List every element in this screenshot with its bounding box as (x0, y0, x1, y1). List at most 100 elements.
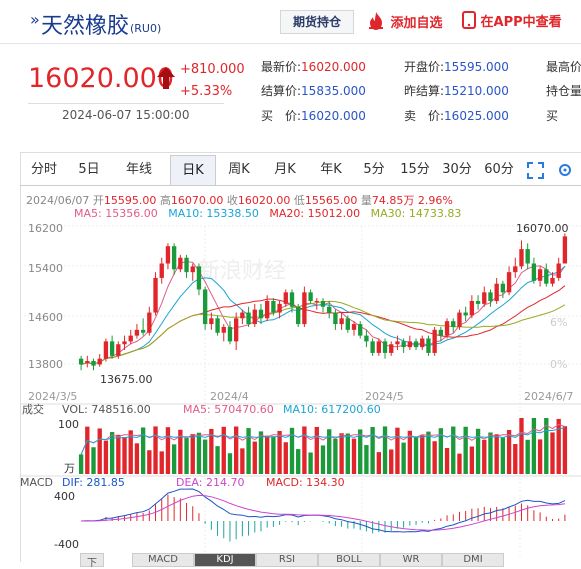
info-vol-label: 量 (360, 194, 372, 207)
candle-body (196, 266, 202, 290)
candle-body (351, 324, 357, 330)
quote-latest: 最新价:16020.000 (261, 58, 366, 75)
macd-y-bottom: -400 (54, 538, 79, 551)
info-pct-value: 2.96% (417, 194, 453, 207)
quote-open-value: 15595.000 (444, 60, 509, 74)
info-vol-value: 74.85万 (371, 194, 415, 207)
volume-bar (320, 445, 326, 474)
info-ma30: MA30: 14733.83 (370, 207, 462, 220)
candle-body (451, 321, 456, 327)
tab-yearly-k[interactable]: 年K (320, 162, 342, 177)
candle-body (109, 341, 115, 356)
quote-prev-settle-label: 昨结算: (404, 84, 445, 98)
futures-holdings-button[interactable]: 期货持仓 (280, 10, 354, 34)
macd-y-top: 400 (54, 490, 75, 503)
volume-bar (544, 418, 549, 474)
candle-body (91, 361, 96, 366)
tab-intraday[interactable]: 分时 (30, 162, 57, 177)
tab-weekly-k[interactable]: 周K (228, 162, 250, 177)
tab-5day[interactable]: 5日 (78, 162, 100, 177)
candle-body (271, 301, 276, 313)
volume-bar (209, 428, 214, 474)
volume-bar (314, 426, 319, 474)
volume-bar (488, 432, 493, 474)
info-high-label: 高 (159, 194, 171, 207)
volume-bar (246, 428, 251, 474)
tab-monthly-k[interactable]: 月K (274, 162, 296, 177)
info-low-value: 15565.00 (304, 194, 358, 207)
candle-body (246, 312, 251, 325)
candle-body (308, 292, 313, 301)
fullscreen-icon[interactable] (527, 162, 544, 179)
volume-bar (358, 429, 363, 474)
candle-body (258, 309, 264, 319)
candle-body (283, 292, 288, 304)
indicator-tab-kdj[interactable]: KDJ (194, 553, 256, 567)
volume-bar (277, 430, 282, 474)
tab-15min[interactable]: 15分 (400, 162, 430, 177)
candle-body (178, 257, 183, 270)
header-divider (0, 43, 581, 44)
volume-bar (370, 427, 375, 474)
candle-body (537, 269, 543, 281)
volume-bar (333, 438, 338, 474)
open-in-app-link[interactable]: 在APP中查看 (462, 11, 562, 30)
volume-ma10-line (80, 427, 565, 455)
candle-body (438, 329, 444, 336)
candle-body (153, 277, 158, 313)
y-tick-16200: 16200 (28, 222, 63, 235)
candle-body (475, 301, 481, 304)
volume-bar (327, 429, 332, 474)
candle-body (444, 321, 450, 336)
tab-60min[interactable]: 60分 (484, 162, 514, 177)
tab-5min[interactable]: 5分 (363, 162, 385, 177)
instrument-name: 天然橡胶 (41, 14, 130, 39)
candle-body (531, 263, 537, 281)
min-price-label: 13675.00 (100, 373, 153, 386)
kline-chart[interactable]: 新浪财经 16200 15400 14600 13800 6% 0% 2024/… (20, 218, 581, 561)
candle-body (550, 277, 555, 284)
ma-lines (80, 261, 566, 365)
candle-body (519, 249, 524, 267)
volume-bar (513, 444, 518, 474)
indicator-tab-macd[interactable]: MACD (132, 553, 194, 567)
add-favorite-button[interactable]: 添加自选 (366, 11, 443, 31)
candle-body (457, 312, 462, 327)
volume-bar (562, 426, 568, 474)
volume-bar (531, 418, 537, 474)
candle-body (333, 312, 338, 325)
candle-body (413, 341, 419, 348)
candle-body (525, 249, 530, 264)
volume-bar (469, 446, 475, 474)
macd-bars (86, 494, 566, 542)
indicator-tab-boll[interactable]: BOLL (318, 553, 380, 567)
volume-bar (401, 442, 406, 474)
candle-body (209, 318, 214, 325)
indicator-tab-wr[interactable]: WR (380, 553, 442, 567)
indicator-down-button[interactable]: 下 (80, 553, 104, 569)
tab-yearline[interactable]: 年线 (125, 162, 152, 177)
candle-body (401, 341, 406, 348)
quote-buy: 买 价:16020.000 (261, 107, 366, 124)
price-divider (28, 103, 224, 104)
indicator-tab-rsi[interactable]: RSI (256, 553, 318, 567)
candle-body (463, 312, 468, 316)
volume-bar (122, 437, 127, 474)
settings-gear-icon[interactable] (558, 160, 572, 180)
volume-bar (389, 449, 394, 474)
volume-bar (432, 441, 437, 474)
volume-bar (494, 434, 499, 474)
tab-daily-k[interactable]: 日K (170, 155, 216, 186)
info-ma10: MA10: 15338.50 (168, 207, 259, 220)
watermark: 新浪财经 (198, 259, 286, 284)
candle-body (506, 272, 512, 293)
volume-bar (537, 439, 543, 474)
candle-body (165, 246, 171, 264)
info-close-value: 16020.00 (237, 194, 291, 207)
volume-bar (556, 418, 561, 474)
indicator-tab-dmi[interactable]: DMI (442, 553, 504, 567)
volume-bar (426, 431, 431, 474)
candle-body (215, 318, 220, 333)
candle-body (513, 266, 518, 273)
tab-30min[interactable]: 30分 (442, 162, 472, 177)
